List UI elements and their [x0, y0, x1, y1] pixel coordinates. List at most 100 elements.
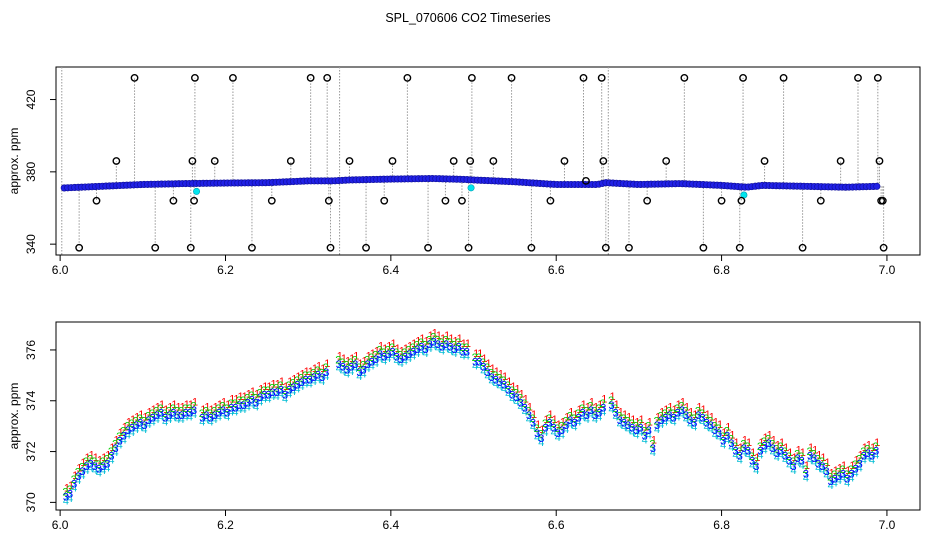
bottom-series-3-point: 3	[71, 479, 77, 491]
bottom-series-2-point: 2	[451, 339, 457, 351]
bottom-series-2-point: 2	[629, 418, 635, 430]
bottom-series-3-point: 3	[770, 443, 776, 455]
bottom-series-4-point: 4	[166, 414, 172, 426]
bottom-series-3-point: 3	[323, 367, 329, 379]
bottom-series-1-point: 1	[643, 422, 649, 434]
top-outlier-point	[662, 157, 671, 165]
bottom-series-1-point: 1	[374, 345, 380, 357]
bottom-series-2-point: 2	[670, 408, 676, 420]
bottom-series-4-point: 4	[625, 424, 631, 436]
bottom-series-3-point: 3	[208, 413, 214, 425]
bottom-series-2-point: 2	[418, 337, 424, 349]
bottom-series-2-point: 2	[405, 344, 411, 356]
top-outlier-point	[326, 243, 335, 252]
bottom-series-2-point: 2	[236, 395, 242, 407]
bottom-series-4-point: 4	[443, 343, 449, 355]
bottom-series-1-point: 1	[204, 401, 210, 413]
bottom-series-1-point: 1	[209, 404, 215, 416]
bottom-series-3-point: 3	[311, 372, 317, 384]
bottom-series-4-point: 4	[716, 432, 722, 444]
bottom-series-2-point: 2	[286, 380, 292, 392]
bottom-series-1-point: 1	[171, 399, 177, 411]
bottom-series-4-point: 4	[340, 366, 346, 378]
bottom-series-1-point: 1	[370, 348, 376, 360]
bottom-series-2-point: 2	[641, 426, 647, 438]
bottom-series-4-point: 4	[852, 467, 858, 479]
bottom-series-2-point: 2	[116, 431, 122, 443]
bottom-series-4-point: 4	[671, 417, 677, 429]
bottom-series-3-point: 3	[381, 352, 387, 364]
bottom-series-2-point: 2	[484, 362, 490, 374]
bottom-series-1-point: 1	[353, 351, 359, 363]
bottom-series-1-point: 1	[291, 373, 297, 385]
bottom-series-4-point: 4	[361, 368, 367, 380]
top-outlier-point	[579, 73, 588, 82]
bottom-series-3-point: 3	[348, 362, 354, 374]
bottom-series-4-point: 4	[650, 447, 656, 459]
top-outlier-point	[582, 176, 590, 185]
bottom-series-1-point: 1	[184, 399, 190, 411]
top-outlier-point	[190, 196, 198, 205]
bottom-series-1-point: 1	[436, 330, 442, 342]
bottom-series-3-point: 3	[778, 446, 784, 458]
bottom-series-4-point: 4	[100, 465, 106, 477]
bottom-series-1-point: 1	[535, 419, 541, 431]
bottom-series-2-point: 2	[625, 416, 631, 428]
bottom-series-4-point: 4	[365, 363, 371, 375]
bottom-series-3-point: 3	[340, 362, 346, 374]
bottom-series-1-point: 1	[378, 340, 384, 352]
top-outlier-point	[875, 157, 884, 165]
bottom-series-3-point: 3	[203, 410, 209, 422]
bottom-series-2-point: 2	[815, 454, 821, 466]
bottom-series-3-point: 3	[137, 418, 143, 430]
bottom-series-1-point: 1	[688, 406, 694, 418]
top-outlier-point	[597, 73, 606, 82]
top-outlier-point	[323, 73, 332, 82]
bottom-series-4-point: 4	[683, 414, 689, 426]
top-outlier-point	[248, 243, 256, 252]
bottom-series-2-point: 2	[166, 405, 172, 417]
bottom-series-4-point: 4	[757, 450, 763, 462]
bottom-series-3-point: 3	[154, 410, 160, 422]
bottom-series-2-point: 2	[521, 398, 527, 410]
bottom-series-3-point: 3	[600, 402, 606, 414]
bottom-series-2-point: 2	[691, 413, 697, 425]
bottom-series-3-point: 3	[294, 379, 300, 391]
bottom-series-3-point: 3	[150, 413, 156, 425]
bottom-series-1-point: 1	[175, 401, 181, 413]
bottom-y-tick-label: 372	[24, 441, 38, 461]
top-x-tick-label: 7.0	[879, 263, 896, 277]
top-outlier-point	[92, 196, 101, 205]
bottom-series-4-point: 4	[435, 343, 441, 355]
bottom-series-3-point: 3	[733, 446, 739, 458]
top-y-tick-label: 380	[24, 162, 38, 182]
bottom-series-1-point: 1	[564, 412, 570, 424]
bottom-series-1-point: 1	[316, 361, 322, 373]
bottom-series-4-point: 4	[476, 361, 482, 373]
bottom-series-3-point: 3	[538, 433, 544, 445]
bottom-series-2-point: 2	[711, 421, 717, 433]
bottom-series-1-point: 1	[250, 386, 256, 398]
bottom-series-3-point: 3	[402, 352, 408, 364]
bottom-series-1-point: 1	[457, 333, 463, 345]
bottom-series-1-point: 1	[796, 445, 802, 457]
bottom-series-2-point: 2	[443, 334, 449, 346]
bottom-series-4-point: 4	[485, 371, 491, 383]
bottom-series-1-point: 1	[721, 427, 727, 439]
top-x-tick-label: 6.4	[383, 263, 400, 277]
bottom-series-4-point: 4	[489, 376, 495, 388]
bottom-series-4-point: 4	[71, 483, 77, 495]
bottom-series-4-point: 4	[67, 493, 73, 505]
bottom-series-1-point: 1	[242, 391, 248, 403]
top-x-tick-label: 6.6	[548, 263, 565, 277]
bottom-series-3-point: 3	[456, 341, 462, 353]
bottom-series-1-point: 1	[746, 437, 752, 449]
bottom-series-2-point: 2	[600, 398, 606, 410]
bottom-series-4-point: 4	[174, 414, 180, 426]
bottom-series-4-point: 4	[699, 417, 705, 429]
bottom-series-2-point: 2	[145, 410, 151, 422]
bottom-series-1-point: 1	[68, 480, 74, 492]
bottom-series-2-point: 2	[364, 355, 370, 367]
bottom-series-3-point: 3	[844, 473, 850, 485]
bottom-series-2-point: 2	[860, 446, 866, 458]
